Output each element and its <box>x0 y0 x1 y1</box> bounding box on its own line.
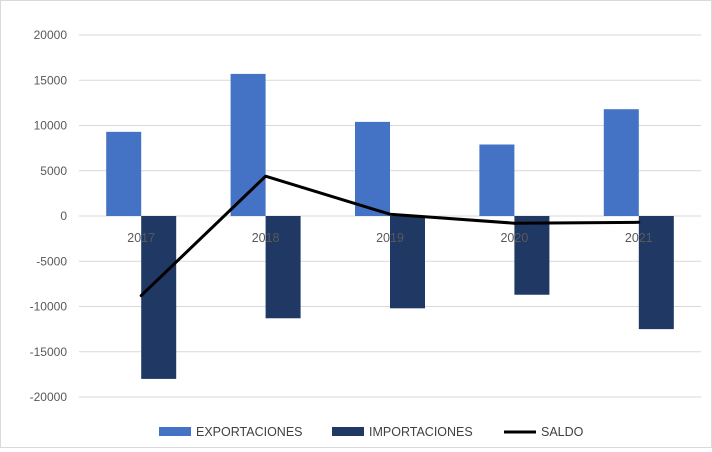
bars <box>106 73 674 379</box>
y-tick-label: -20000 <box>30 390 68 404</box>
y-tick-label: -15000 <box>30 345 68 359</box>
line-saldo <box>139 174 641 298</box>
y-tick-label: -5000 <box>36 254 67 268</box>
bar-importaciones-2020 <box>514 216 550 295</box>
bar-importaciones-2021 <box>638 216 674 330</box>
bar-exportaciones-2020 <box>479 144 515 216</box>
legend-label-saldo: SALDO <box>541 425 584 439</box>
bar-exportaciones-2021 <box>603 109 639 216</box>
bar-importaciones-2017 <box>141 216 177 379</box>
y-tick-label: 0 <box>60 209 67 223</box>
bar-importaciones-2018 <box>265 216 301 319</box>
legend-swatch-importaciones <box>332 427 364 436</box>
x-category-label: 2018 <box>252 231 280 245</box>
bar-exportaciones-2019 <box>355 121 390 216</box>
y-tick-label: 10000 <box>34 119 68 133</box>
legend-swatch-exportaciones <box>159 427 191 436</box>
legend: EXPORTACIONES IMPORTACIONES SALDO <box>159 425 584 439</box>
saldo-line-layer <box>139 174 641 298</box>
y-tick-label: 15000 <box>34 73 68 87</box>
bar-exportaciones-2017 <box>106 131 142 216</box>
y-tick-label: -10000 <box>30 300 68 314</box>
y-tick-label: 20000 <box>34 28 68 42</box>
y-tick-label: 5000 <box>40 164 67 178</box>
y-axis-ticks: 20000 15000 10000 5000 0 -5000 -10000 -15000 -20… <box>30 28 68 404</box>
x-category-label: 2017 <box>127 231 155 245</box>
legend-label-importaciones: IMPORTACIONES <box>369 425 473 439</box>
x-category-label: 2020 <box>500 231 528 245</box>
x-category-label: 2019 <box>376 231 404 245</box>
x-axis-categories: 2017 2018 2019 2020 2021 <box>127 231 652 245</box>
x-category-label: 2021 <box>625 231 653 245</box>
bar-importaciones-2019 <box>390 216 425 309</box>
legend-label-exportaciones: EXPORTACIONES <box>196 425 303 439</box>
